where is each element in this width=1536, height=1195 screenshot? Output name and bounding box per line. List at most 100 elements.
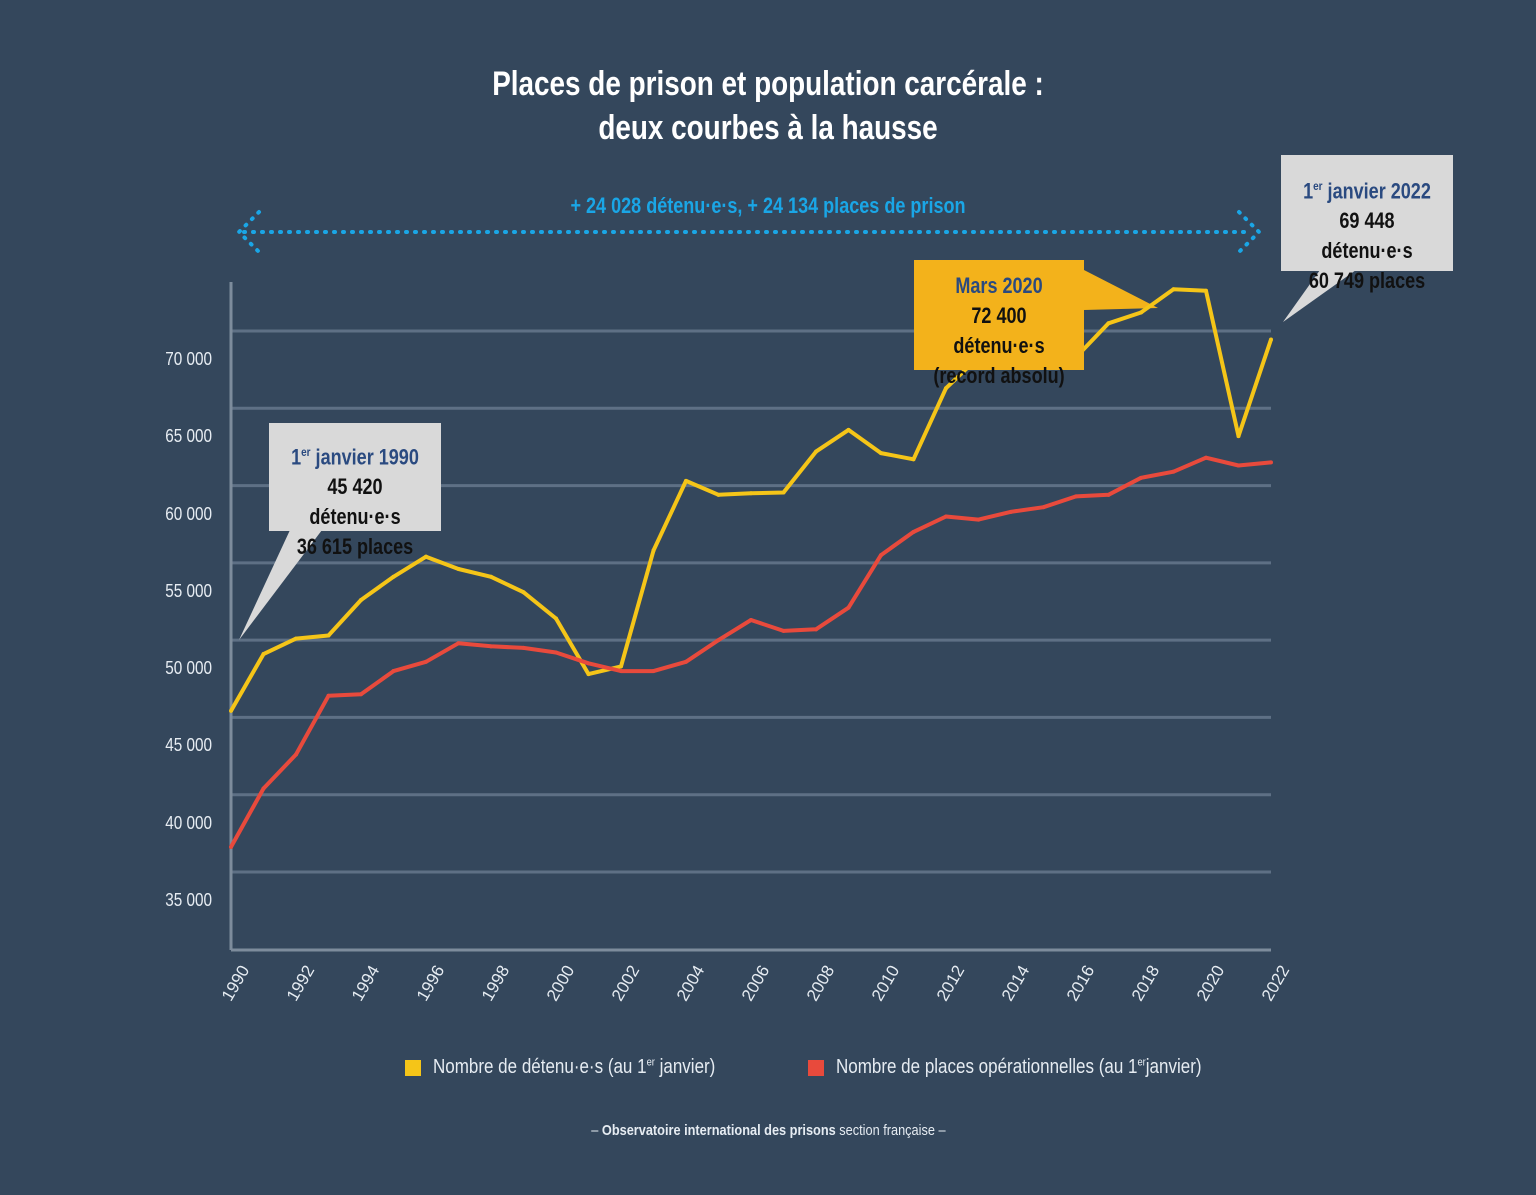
callout-2020-line2: (record absolu) (933, 363, 1065, 388)
series-detenus-point (1269, 337, 1273, 342)
series-detenus-point (489, 574, 493, 579)
series-detenus-point (651, 548, 656, 553)
y-tick-label: 50 000 (165, 658, 212, 679)
legend-swatch-detenus (405, 1059, 421, 1076)
callout-2022-head: 1er janvier 2022 (1303, 178, 1431, 204)
callout-2022-line1: 69 448 détenu·e·s (1321, 208, 1413, 264)
callout-2020-line1: 72 400 détenu·e·s (953, 303, 1045, 358)
series-detenus-point (586, 672, 591, 677)
series-detenus-point (1139, 310, 1143, 315)
series-places-point (1204, 455, 1208, 460)
legend-swatch-places (808, 1059, 824, 1076)
series-detenus-point (879, 451, 883, 456)
title-line-1: Places de prison et population carcérale… (492, 65, 1044, 103)
series-detenus-point (684, 478, 688, 483)
callout-1990-tail (239, 530, 322, 640)
series-detenus-point (716, 492, 721, 497)
callout-2020: Mars 2020 72 400 détenu·e·s (record abso… (914, 260, 1084, 388)
series-detenus-point (1106, 321, 1111, 326)
series-places-point (684, 659, 688, 664)
y-tick-label: 45 000 (165, 735, 212, 756)
series-places-point (1074, 494, 1078, 499)
series-places-point (554, 650, 558, 655)
y-tick-label: 60 000 (165, 503, 212, 524)
series-detenus-point (619, 664, 623, 669)
series-places-point (261, 786, 266, 791)
series-places-point (424, 659, 428, 664)
y-tick-label: 70 000 (165, 349, 212, 369)
axes (229, 282, 1271, 952)
series-detenus-point (944, 386, 948, 391)
series-lines (229, 287, 1273, 850)
series-places-point (1236, 463, 1241, 468)
series-places-point (1009, 509, 1013, 514)
series-places-point (456, 641, 461, 646)
callout-2022: 1er janvier 2022 69 448 détenu·e·s 60 74… (1281, 155, 1453, 293)
series-detenus-point (1204, 288, 1208, 293)
callout-2022-line2: 60 749 places (1308, 268, 1426, 294)
callout-2020-head: Mars 2020 (955, 273, 1043, 298)
series-places-point (846, 605, 851, 610)
range-arrow-right-head (1237, 210, 1262, 254)
series-detenus-point (749, 491, 753, 496)
series-places-point (911, 529, 916, 534)
title-line-2: deux courbes à la hausse (598, 109, 938, 147)
y-tick-label: 35 000 (165, 890, 212, 910)
series-places-point (1041, 505, 1046, 510)
range-annotation: + 24 028 détenu·e·s, + 24 134 places de … (570, 193, 966, 218)
callout-2022-tail (1283, 270, 1356, 322)
series-places-point (814, 627, 818, 632)
series-detenus-point (424, 554, 428, 559)
series-places-point (944, 514, 948, 519)
callout-1990: 1er janvier 1990 45 420 détenu·e·s 36 61… (269, 423, 441, 559)
series-detenus-point (261, 652, 266, 657)
series-places-point (1139, 475, 1143, 480)
series-detenus-point (391, 574, 396, 579)
callout-1990-head: 1er janvier 1990 (291, 444, 419, 470)
y-tick-label: 65 000 (165, 426, 212, 447)
series-detenus-point (359, 597, 363, 602)
callout-2020-tail (1084, 270, 1158, 310)
series-places-point (489, 644, 493, 649)
legend-detenus: Nombre de détenu·e·s (au 1er janvier) (405, 1056, 765, 1079)
y-tick-label: 40 000 (165, 812, 212, 833)
series-detenus-point (781, 490, 786, 495)
callout-1990-line1: 45 420 détenu·e·s (309, 474, 401, 530)
chart-title: Places de prison et population carcérale… (138, 62, 1398, 150)
series-detenus-point (911, 457, 916, 462)
series-places-point (651, 669, 656, 674)
series-places-point (586, 661, 591, 666)
series-places-point (1106, 492, 1111, 497)
callout-tails (239, 270, 1356, 640)
series-detenus-point (294, 636, 298, 641)
legend-places: Nombre de places opérationnelles (au 1er… (808, 1056, 1266, 1079)
series-detenus-point (554, 616, 558, 621)
series-detenus-point (1171, 287, 1176, 292)
series-detenus-point (326, 633, 331, 638)
series-places-point (326, 693, 331, 698)
series-places-point (619, 669, 623, 674)
callout-1990-line2: 36 615 places (296, 534, 414, 560)
range-arrow-left-head (236, 210, 261, 254)
series-detenus-point (521, 590, 526, 595)
grid-lines (231, 329, 1271, 874)
series-places-point (976, 517, 981, 522)
series-places-point (1171, 469, 1176, 474)
series-places-point (749, 618, 753, 623)
legend-label-detenus: Nombre de détenu·e·s (au 1er janvier) (433, 1056, 716, 1079)
footer-source: – Observatoire international des prisons… (590, 1122, 946, 1139)
series-detenus-point (1236, 434, 1241, 439)
series-detenus-point (456, 567, 461, 572)
series-detenus-point (846, 427, 851, 432)
y-tick-label: 55 000 (165, 580, 212, 601)
series-detenus-point (814, 449, 818, 454)
series-places-point (879, 553, 883, 558)
series-places-point (1269, 460, 1273, 465)
series-places-point (229, 845, 233, 850)
series-places-point (521, 645, 526, 650)
legend-label-places: Nombre de places opérationnelles (au 1er… (836, 1056, 1202, 1079)
series-places-point (391, 669, 396, 674)
series-places-point (359, 692, 363, 697)
